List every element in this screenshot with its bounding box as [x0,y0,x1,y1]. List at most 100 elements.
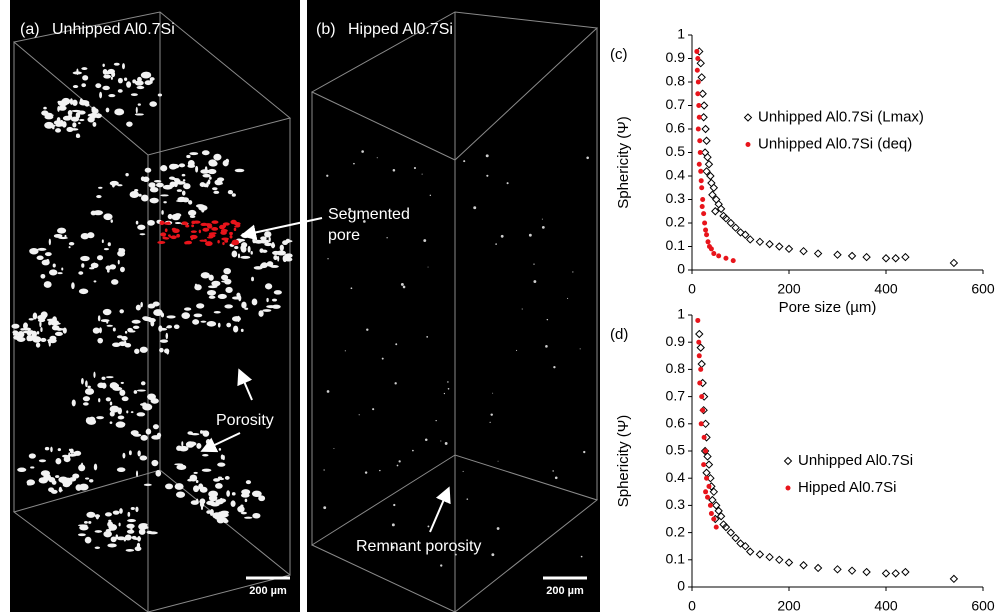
pore-blob [269,265,279,268]
pore-blob [57,448,62,452]
pore-blob [200,222,206,226]
pore-speck [546,318,549,321]
pore-speck [490,413,493,416]
pore-blob [98,186,103,189]
pore-blob [134,348,140,354]
pore-blob [50,489,58,494]
pore-blob [204,166,208,172]
pore-blob [201,468,212,472]
pore-blob [11,323,20,329]
pore-speck [486,174,489,177]
pore-blob [101,239,104,244]
pore-blob [207,168,217,175]
pore-blob [194,284,202,291]
pore-blob [271,304,281,309]
pore-blob [131,535,137,540]
point [721,214,731,223]
pore-blob [140,71,151,79]
pore-blob [147,303,156,309]
pore-blob [223,278,232,285]
point [701,124,710,134]
pore-blob [127,511,131,517]
pore-speck [426,336,429,338]
pore-speck [506,182,509,185]
pore-blob [159,339,169,343]
pore-blob [198,205,208,211]
pore-blob [172,228,180,234]
pore-blob [72,122,77,128]
pore-blob [202,173,211,178]
pore-blob [88,521,92,524]
point [784,244,794,254]
pore-blob [39,320,42,328]
pore-blob [184,307,192,311]
pore-blob [69,448,74,454]
point [699,185,705,191]
pore-blob [208,159,217,166]
y-tick-label: 0.2 [666,523,686,539]
pore-blob [117,184,123,187]
pore-blob [252,512,261,519]
pore-blob [119,309,124,314]
point [696,343,705,352]
pore-speck [424,438,428,442]
pore-blob [227,189,234,195]
pore-blob [17,467,27,473]
legend-marker [783,456,793,466]
pore-blob [195,479,199,484]
pore-blob [130,93,138,97]
pore-blob [209,503,218,506]
pore-speck [497,460,499,462]
pore-blob [61,267,64,271]
point [696,161,702,167]
pore-blob [223,517,228,524]
pore-speck [429,194,432,197]
point [721,522,731,532]
pore-blob [136,412,146,417]
point [702,167,711,176]
point [847,566,857,575]
pore-blob [163,201,167,204]
point [765,552,774,562]
pore-blob [118,248,126,254]
pore-blob [102,85,110,91]
pore-blob [38,477,48,484]
pore-speck [412,449,414,452]
pore-blob [51,480,57,485]
pore-blob [251,490,262,498]
point [833,565,842,574]
pore-blob [32,312,38,320]
x-tick-label: 600 [971,598,995,612]
pore-blob [173,324,180,329]
pore-blob [124,342,132,348]
pore-blob [149,187,159,193]
pore-blob [44,114,54,120]
pore-blob [231,316,241,322]
pore-blob [43,106,47,110]
point [694,67,700,73]
pore-blob [241,242,248,248]
pore-speck [572,271,574,273]
pore-speck [485,154,489,158]
pore-blob [55,475,60,479]
pore-speck [586,156,589,160]
pore-blob [97,382,105,389]
point [711,251,717,257]
pore-blob [127,519,136,523]
pore-blob [229,231,233,236]
pore-blob [71,109,81,113]
pore-blob [157,93,163,97]
pore-blob [138,528,146,535]
pore-blob [219,182,223,185]
pore-speck [327,258,329,260]
pore-blob [208,490,219,498]
pore-blob [35,342,41,348]
pore-blob [202,430,210,437]
pore-speck [521,308,523,310]
pore-speck [500,234,504,238]
pore-blob [202,453,209,457]
point [697,359,706,369]
pore-blob [86,511,96,518]
pore-blob [36,255,44,261]
pore-blob [84,536,92,544]
